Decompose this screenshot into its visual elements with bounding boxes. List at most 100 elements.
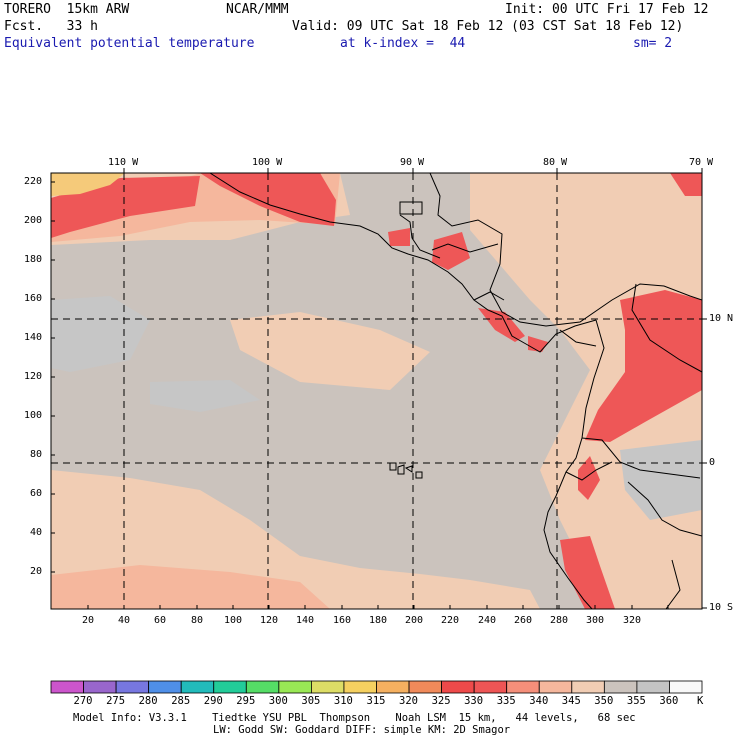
legend-swatch	[571, 680, 605, 694]
legend-swatch	[83, 680, 117, 694]
grey-patch-east	[620, 440, 702, 520]
model-title: TORERO 15km ARW	[4, 2, 130, 17]
x-tick-100: 100	[224, 615, 243, 626]
legend-colorbar	[50, 680, 703, 694]
x-tick-180: 180	[369, 615, 388, 626]
legend-label: 345	[561, 695, 581, 707]
y-tick-40: 40	[30, 527, 43, 538]
legend-label: 285	[171, 695, 191, 707]
x-tick-240: 240	[478, 615, 497, 626]
legend-label: 335	[496, 695, 516, 707]
coastlines	[209, 173, 702, 609]
border-peru-bolivia	[665, 559, 681, 609]
x-tick-300: 300	[586, 615, 605, 626]
red-region-colombia	[585, 290, 702, 442]
y-tick-120: 120	[24, 371, 43, 382]
x-tick-220: 220	[441, 615, 460, 626]
y-tick-200: 200	[24, 215, 43, 226]
grey-patch-west	[51, 296, 150, 372]
lon-label-90w: 90 W	[400, 157, 425, 168]
legend-label: 295	[236, 695, 256, 707]
footer-physics-info: LW: Godd SW: Goddard DIFF: simple KM: 2D…	[213, 724, 511, 736]
legend-label: 330	[464, 695, 484, 707]
smoothing: sm= 2	[633, 36, 673, 51]
border-guatemala-honduras	[399, 214, 441, 259]
border-panama-colombia	[559, 329, 597, 347]
legend-swatch	[180, 680, 215, 694]
island-galapagos-2	[397, 464, 405, 475]
y-tick-220: 220	[24, 176, 43, 187]
x-tick-280: 280	[550, 615, 569, 626]
red-region-guatemala	[388, 228, 410, 246]
level-index: at k-index = 44	[340, 36, 466, 51]
border-colombia-ecuador	[581, 437, 701, 479]
coast-south-america-pacific	[543, 319, 605, 609]
x-tick-160: 160	[333, 615, 352, 626]
legend-swatch	[148, 680, 182, 694]
legend-swatch	[245, 680, 280, 694]
forecast-hour: Fcst. 33 h	[4, 19, 98, 34]
y-tick-20: 20	[30, 566, 43, 577]
legend-swatch	[538, 680, 573, 694]
x-tick-40: 40	[118, 615, 131, 626]
y-ticks	[51, 168, 707, 609]
legend-label: 290	[203, 695, 223, 707]
yellow-region-northwest	[51, 173, 125, 196]
legend-label: 270	[73, 695, 93, 707]
border-nicaragua-costarica	[473, 291, 505, 301]
border-ecuador-peru	[565, 461, 613, 481]
legend-swatch	[408, 680, 442, 694]
legend-swatch	[506, 680, 540, 694]
y-tick-140: 140	[24, 332, 43, 343]
lat-label-0: 0	[709, 457, 716, 468]
x-tick-320: 320	[623, 615, 642, 626]
x-tick-20: 20	[82, 615, 95, 626]
legend-label: 325	[431, 695, 451, 707]
legend-swatch	[115, 680, 150, 694]
valid-time: Valid: 09 UTC Sat 18 Feb 12 (03 CST Sat …	[292, 19, 684, 34]
red-region-peru	[560, 536, 615, 609]
legend-swatch	[213, 680, 247, 694]
island-galapagos-3	[404, 465, 413, 473]
lon-label-100w: 100 W	[252, 157, 283, 168]
y-tick-60: 60	[30, 488, 43, 499]
legend-swatch	[376, 680, 410, 694]
x-tick-120: 120	[260, 615, 279, 626]
legend-label: 355	[626, 695, 646, 707]
border-honduras-nicaragua	[431, 243, 499, 253]
legend-label: 360	[659, 695, 679, 707]
red-region-costa-rica	[478, 308, 525, 342]
legend-swatch	[603, 680, 638, 694]
lat-label-10s: 10 S	[709, 602, 734, 613]
legend-swatch	[50, 680, 84, 694]
legend-label: 305	[301, 695, 321, 707]
red-region-northeast	[670, 173, 702, 196]
y-tick-160: 160	[24, 293, 43, 304]
grey-patch-mid	[150, 380, 260, 412]
legend-unit: K	[697, 695, 704, 707]
latlon-grid	[51, 173, 702, 609]
x-tick-260: 260	[514, 615, 533, 626]
legend-swatch	[343, 680, 377, 694]
lon-label-110w: 110 W	[108, 157, 139, 168]
legend-swatch	[310, 680, 345, 694]
salmon-band-south	[51, 565, 330, 609]
peach-region-central	[230, 312, 430, 390]
y-tick-100: 100	[24, 410, 43, 421]
legend-label: 315	[366, 695, 386, 707]
x-ticks	[87, 605, 669, 609]
coast-mexico-central-america	[209, 173, 597, 353]
legend-label: 310	[333, 695, 353, 707]
legend-swatch	[473, 680, 508, 694]
border-peru-brazil	[627, 481, 702, 537]
x-tick-60: 60	[154, 615, 167, 626]
field-name: Equivalent potential temperature	[4, 36, 255, 51]
legend-label: 275	[106, 695, 126, 707]
lat-label-10n: 10 N	[709, 313, 734, 324]
legend-swatch	[669, 680, 703, 694]
legend-swatch	[278, 680, 312, 694]
border-mexico-guatemala	[399, 201, 423, 215]
x-tick-80: 80	[191, 615, 204, 626]
legend-swatch	[636, 680, 670, 694]
